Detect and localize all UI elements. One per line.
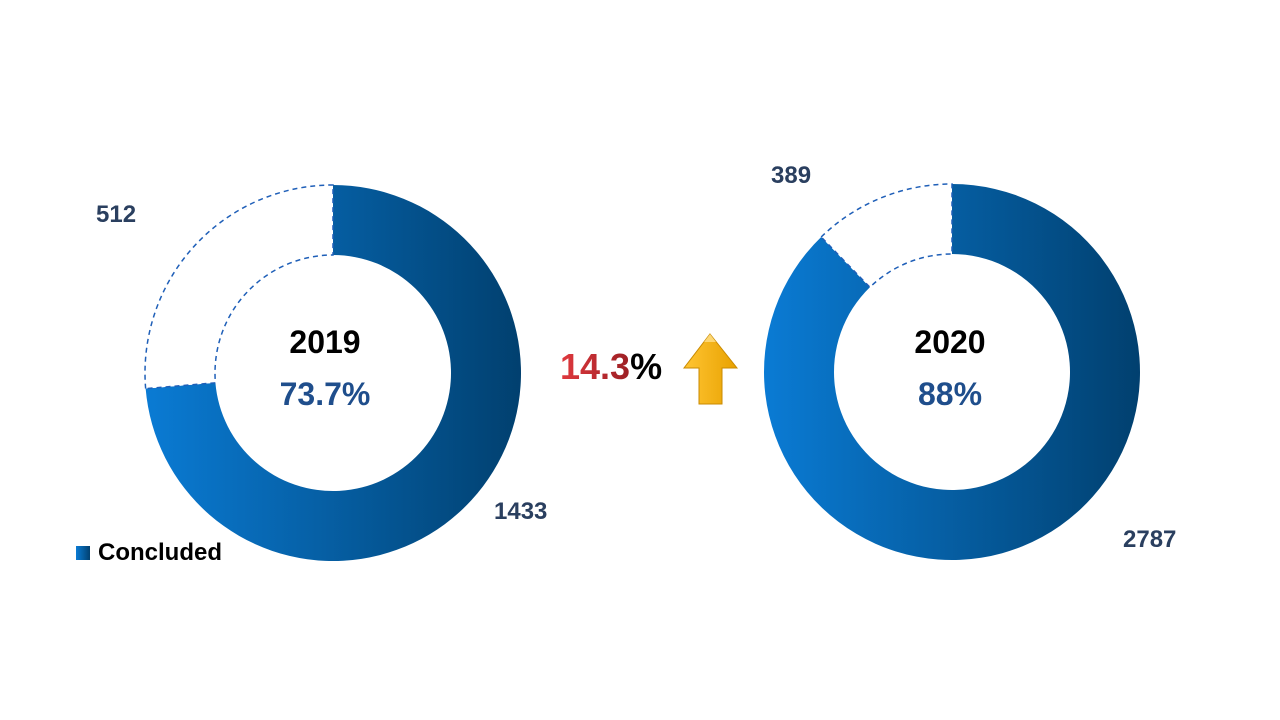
center-title-2020: 2020: [914, 324, 986, 360]
change-value: 14.3: [560, 346, 631, 387]
center-value-2020: 88%: [917, 376, 983, 412]
slice-label-2020-concluded: 2787: [1123, 526, 1177, 553]
slice-label-2020-remaining: 389: [771, 162, 812, 189]
legend: Concluded: [76, 539, 222, 567]
change-unit: %: [630, 346, 663, 387]
up-arrow-icon: [682, 333, 739, 405]
legend-swatch-concluded: [76, 546, 90, 560]
donut-2019: [144, 184, 521, 562]
slice-label-2019-concluded: 1433: [494, 498, 548, 525]
donut-slice-2019-remaining: [144, 184, 334, 390]
donut-slice-2020-concluded: [764, 184, 1141, 560]
donut-slice-2019-concluded: [145, 185, 521, 562]
donut-slice-2020-remaining: [820, 183, 953, 289]
legend-label-concluded: Concluded: [98, 539, 222, 566]
center-title-2019: 2019: [289, 324, 361, 360]
center-value-2019: 73.7%: [279, 376, 371, 412]
slice-label-2019-remaining: 512: [96, 201, 137, 228]
change-indicator: 14.3%: [560, 346, 662, 388]
donut-2020: [764, 183, 1141, 560]
